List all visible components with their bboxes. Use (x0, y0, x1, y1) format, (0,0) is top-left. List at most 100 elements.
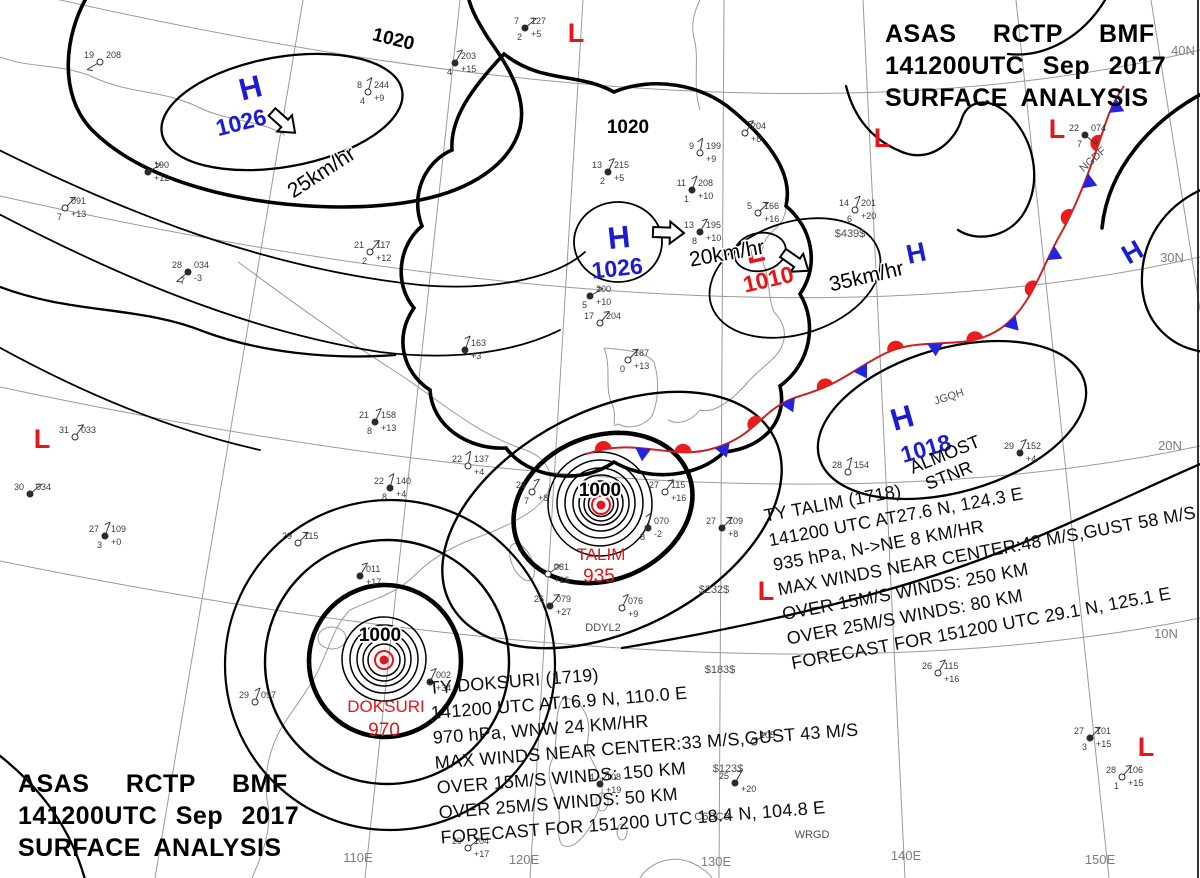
isobar-value-label: 1000 (579, 480, 621, 501)
station-circle (624, 356, 632, 364)
ship-id-label: DDYL2 (585, 622, 620, 634)
longitude-label: 140E (891, 848, 922, 863)
station-temperature: 22 (374, 476, 384, 486)
station-plot: 105 (750, 730, 775, 746)
title-line-2: 141200UTC Sep 2017 (885, 52, 1167, 80)
station-plot: 190+12 (144, 160, 169, 183)
station-pressure-code: 108 (606, 772, 621, 782)
station-plot: 21 117 +12 2 (354, 240, 391, 266)
station-circle (364, 88, 372, 96)
high-motion-arrow-e (651, 219, 686, 246)
station-tendency: +16 (944, 674, 959, 684)
station-plot: 203 +15 4 (447, 49, 476, 77)
station-tendency: +10 (596, 297, 611, 307)
stationary-front (585, 85, 1125, 462)
typhoon-central-pressure: 970 (368, 720, 400, 741)
typhoon-center-ring (374, 650, 394, 670)
station-pressure-code: 187 (634, 348, 649, 358)
station-dewpoint: 8 (382, 492, 387, 502)
station-circle (71, 433, 79, 441)
latitude-label: 30N (1160, 250, 1184, 265)
station-circle (426, 678, 434, 686)
station-circle (461, 346, 469, 354)
station-tendency: +15 (1128, 778, 1143, 788)
station-tendency: +9 (628, 609, 638, 619)
station-temperature: 9 (689, 141, 694, 151)
station-dewpoint: 5 (582, 300, 587, 310)
wind-barb-tick (388, 473, 395, 478)
station-circle (544, 570, 552, 578)
station-plot: 13 215 +5 2 (592, 157, 629, 186)
station-tendency: +15 (461, 64, 476, 74)
ship-id-label: $183$ (705, 664, 736, 676)
wind-barb-tick (760, 732, 767, 734)
station-tendency: +34 (436, 683, 451, 693)
station-plot: 163+3 (461, 335, 486, 361)
wind-barb-tick (608, 157, 615, 162)
longitude-label: 150E (1085, 852, 1116, 867)
station-plot: 28 154 (832, 457, 869, 476)
station-temperature: 29 (452, 836, 462, 846)
warm-front-semicircle (966, 331, 984, 342)
cold-front-triangle (1082, 173, 1098, 189)
station-pressure-code: 115 (304, 531, 318, 541)
cold-front-triangle (927, 343, 944, 357)
station-pressure-code: 137 (474, 454, 489, 464)
station-tendency: +13 (381, 423, 396, 433)
station-plot: 29 115 (282, 531, 318, 547)
station-tendency: +19 (606, 785, 621, 795)
station-pressure-code: 244 (374, 80, 389, 90)
station-pressure-code: 034 (36, 482, 51, 492)
station-circle (934, 669, 942, 677)
station-circle (451, 59, 459, 67)
station-plot: 31 033 (59, 424, 96, 441)
station-pressure-code: 109 (728, 516, 743, 526)
station-pressure-code: 033 (81, 425, 96, 435)
station-dewpoint: 1 (1114, 781, 1119, 791)
station-pressure-code: 190 (154, 160, 169, 170)
station-plot: 204+8 (741, 120, 766, 144)
wind-barb-tick (155, 162, 162, 165)
station-temperature: 28 (1106, 765, 1116, 775)
wind-barb-tick (602, 771, 609, 774)
isobar-value-label: 1020 (370, 24, 416, 55)
station-temperature: 31 (59, 425, 69, 435)
station-temperature: 11 (677, 178, 686, 188)
wind-barb-tick (603, 311, 610, 313)
station-tendency: +4 (474, 467, 484, 477)
station-circle (101, 532, 109, 540)
station-plot: 30 034 (14, 482, 51, 498)
station-temperature: 21 (359, 410, 369, 420)
station-tendency: +20 (861, 211, 876, 221)
station-plot: 11 208 +10 1 (677, 175, 713, 204)
station-pressure-code: 203 (461, 51, 476, 61)
ship-id-label: $123$ (713, 763, 744, 775)
station-circle (586, 292, 594, 300)
station-tendency: +27 (556, 607, 571, 617)
cold-front-triangle (1109, 98, 1125, 113)
station-plot: 7 127 +5 2 (514, 16, 546, 42)
low-pressure-symbol: L (758, 576, 775, 606)
station-dewpoint: 3 (1082, 742, 1087, 752)
station-dewpoint: 7 (1077, 139, 1082, 149)
latitude-label: 20N (1158, 438, 1182, 453)
station-plot: 27 101 +15 3 (1074, 726, 1111, 752)
wind-barb-tick (747, 120, 754, 123)
station-tendency: +3 (471, 351, 481, 361)
station-dewpoint: 4 (360, 96, 365, 106)
station-circle (696, 149, 704, 157)
wind-barb-tick (86, 69, 93, 72)
low-pressure-symbol: L (1138, 732, 1155, 762)
station-pressure-code: 034 (194, 260, 209, 270)
station-circle (26, 490, 34, 498)
station-circle (184, 268, 192, 276)
station-circle (464, 462, 472, 470)
station-plot: 9 199 +9 (689, 137, 721, 164)
station-circle (596, 319, 604, 327)
typhoon-center-dot (596, 500, 606, 510)
title-line-3: SURFACE ANALYSIS (885, 84, 1149, 112)
station-tendency: +9 (706, 154, 716, 164)
station-plot: 29 152 +4 (1004, 438, 1041, 464)
warm-front-semicircle (887, 340, 904, 352)
